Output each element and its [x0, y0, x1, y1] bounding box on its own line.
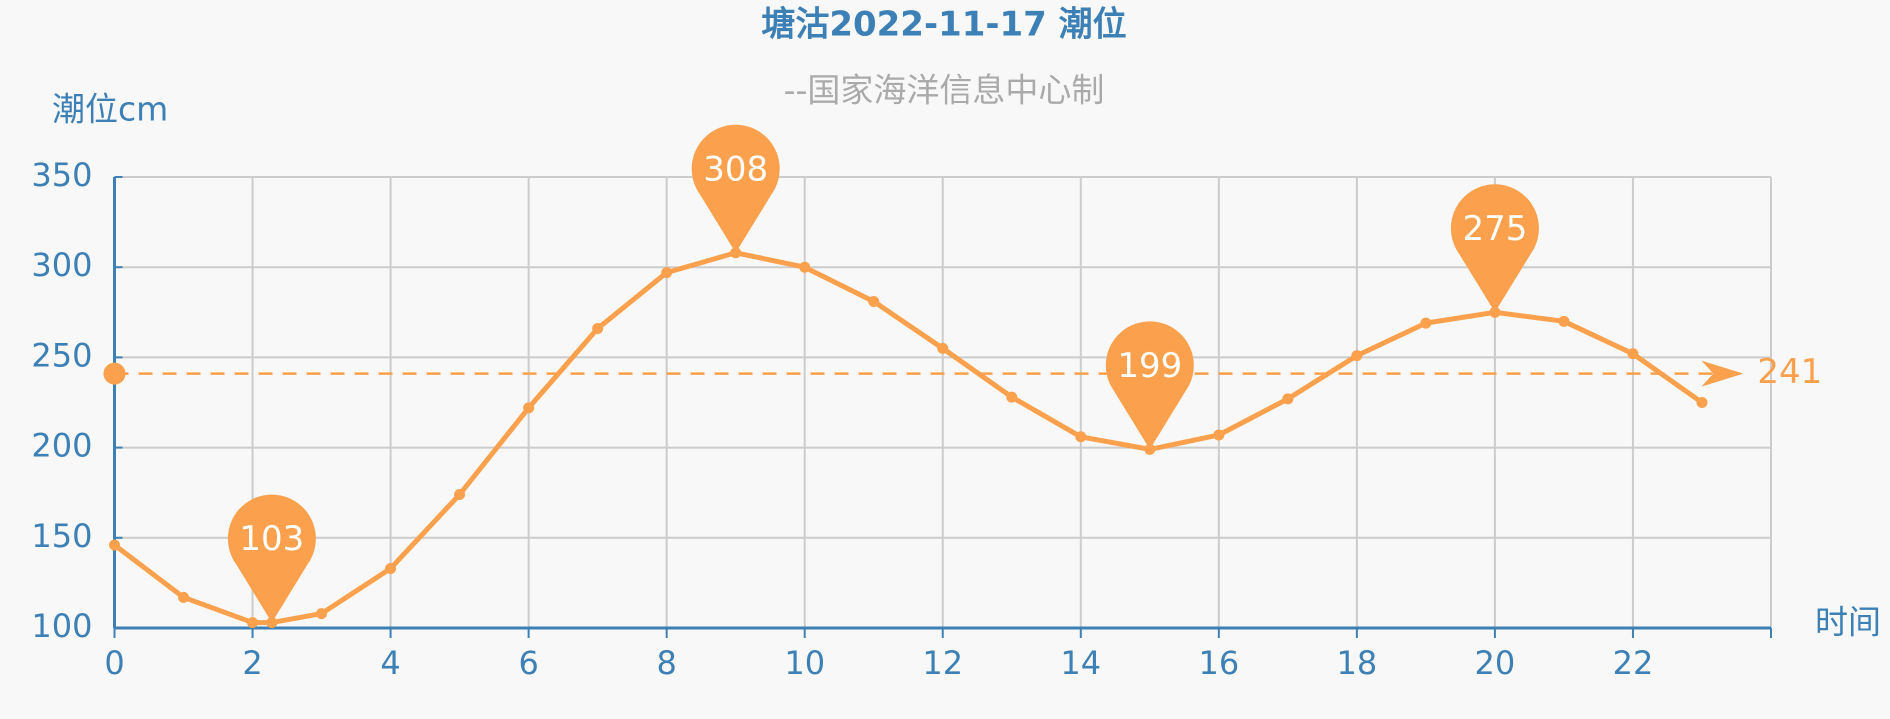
x-tick-label: 6 [518, 644, 538, 682]
chart-subtitle: --国家海洋信息中心制 [784, 71, 1105, 110]
point [385, 562, 397, 574]
point [1282, 393, 1294, 405]
point [1420, 317, 1432, 329]
y-tick-label: 350 [31, 156, 92, 194]
mean-arrow [1701, 360, 1744, 387]
mark-pin [1105, 321, 1194, 450]
x-tick-label: 22 [1613, 644, 1654, 682]
mark-label: 275 [1462, 209, 1527, 249]
point [1006, 391, 1018, 403]
x-tick-label: 14 [1060, 644, 1101, 682]
x-tick-label: 8 [656, 644, 676, 682]
point [1696, 397, 1708, 408]
y-tick-label: 300 [31, 246, 92, 284]
point [247, 617, 259, 629]
point [799, 261, 811, 273]
mark-label: 308 [703, 149, 768, 189]
point [868, 295, 880, 307]
point [1627, 348, 1639, 360]
mark-pin [227, 494, 316, 623]
point [1351, 350, 1363, 362]
point [1075, 431, 1087, 443]
mark-pin [1450, 184, 1539, 313]
x-tick-label: 4 [380, 644, 400, 682]
x-tick-label: 10 [784, 644, 825, 682]
mean-label: 241 [1757, 352, 1822, 392]
y-tick-label: 100 [31, 607, 92, 645]
point [661, 267, 673, 279]
x-tick-label: 0 [104, 644, 124, 682]
point [937, 342, 949, 354]
mean-start [103, 362, 126, 385]
mark-label: 199 [1117, 346, 1182, 386]
point [1558, 315, 1570, 327]
x-tick-label: 2 [242, 644, 262, 682]
y-tick-label: 150 [31, 517, 92, 555]
x-tick-label: 20 [1475, 644, 1516, 682]
y-tick-label: 200 [31, 427, 92, 465]
y-tick-label: 250 [31, 336, 92, 374]
mark-pin [691, 124, 780, 253]
x-tick-label: 18 [1337, 644, 1378, 682]
x-tick-label: 12 [922, 644, 963, 682]
point [592, 323, 604, 335]
y-axis-label: 潮位cm [52, 90, 168, 129]
point [454, 489, 466, 501]
point [178, 591, 190, 603]
point [316, 608, 328, 620]
point [1213, 429, 1225, 441]
chart-title: 塘沽2022-11-17 潮位 [761, 5, 1126, 45]
x-axis-label: 时间 [1815, 603, 1881, 642]
point [523, 402, 535, 414]
x-tick-label: 16 [1198, 644, 1239, 682]
mark-label: 103 [239, 519, 304, 559]
point [109, 539, 120, 551]
